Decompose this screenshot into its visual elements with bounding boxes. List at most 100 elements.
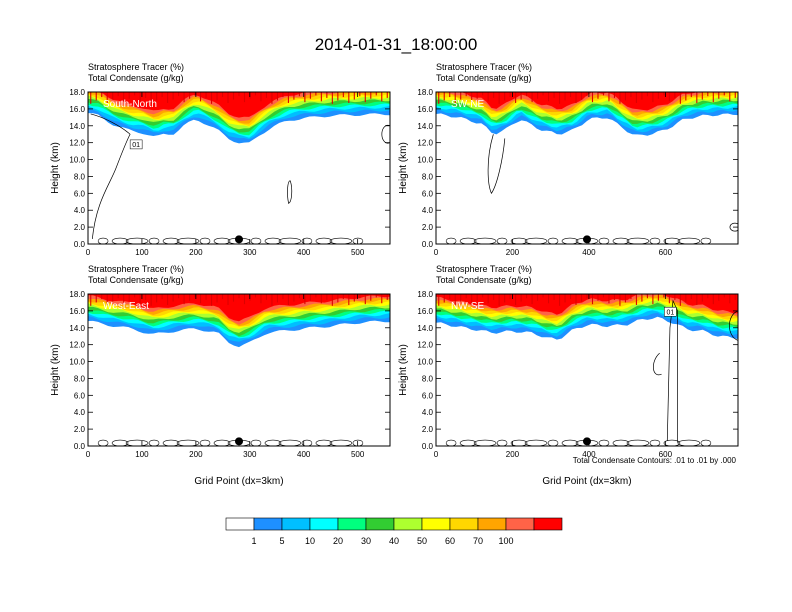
colorbar: 1 5 10 20 30 40 50 60 70 100 [225, 517, 563, 546]
y-tick-label: 14.0 [417, 122, 433, 131]
y-axis-label: Height (km) [50, 142, 61, 194]
y-tick-label: 16.0 [69, 307, 85, 316]
tracer-spikes [90, 92, 388, 104]
condensate-contour [287, 180, 293, 204]
x-tick-label: 100 [135, 248, 149, 257]
ground-contour [125, 237, 149, 244]
y-tick-label: 10.0 [69, 358, 85, 367]
colorbar-label: 60 [445, 536, 455, 546]
figure-title: 2014-01-31_18:00:00 [315, 35, 478, 54]
colorbar-swatch [309, 517, 339, 531]
ground-contour [677, 439, 701, 446]
ground-contour [329, 237, 353, 244]
colorbar-swatch [477, 517, 507, 531]
ground-contour [213, 237, 231, 244]
tracer-band-11 [88, 92, 390, 118]
x-tick-label: 500 [351, 248, 365, 257]
ground-contour [148, 237, 160, 244]
ground-contour [547, 439, 559, 446]
colorbar-label: 70 [473, 536, 483, 546]
ground-contour [677, 237, 701, 244]
y-axis-label: Height (km) [398, 142, 409, 194]
ground-contour [199, 237, 211, 244]
location-marker [235, 235, 243, 244]
ground-contour [176, 237, 200, 244]
colorbar-swatch [337, 517, 367, 531]
y-tick-label: 14.0 [69, 324, 85, 333]
colorbar-label: 40 [389, 536, 399, 546]
cross-section-label: West-East [103, 301, 149, 312]
y-tick-label: 16.0 [417, 307, 433, 316]
condensate-contour [381, 124, 390, 144]
x-tick-label: 400 [297, 248, 311, 257]
x-tick-label: 200 [189, 248, 203, 257]
ground-contour [663, 237, 681, 244]
location-marker [583, 437, 591, 446]
ground-contour [111, 439, 129, 446]
tracer-band-11 [436, 92, 738, 111]
ground-contour [264, 237, 282, 244]
cross-section-label: SW-NE [451, 99, 484, 110]
x-tick-label: 600 [659, 248, 673, 257]
colorbar-label: 20 [333, 536, 343, 546]
ground-contour [649, 439, 661, 446]
ground-contour [445, 439, 457, 446]
ground-contour [162, 237, 180, 244]
ground-contour [473, 237, 497, 244]
ground-contour [524, 237, 548, 244]
condensate-contours [487, 134, 738, 232]
ground-contour [352, 237, 364, 244]
x-tick-label: 0 [86, 450, 91, 459]
ground-contour [278, 237, 302, 244]
plot-frame [87, 293, 391, 447]
y-tick-label: 2.0 [422, 425, 434, 434]
y-tick-label: 0.0 [74, 442, 86, 451]
ground-contour [315, 439, 333, 446]
ground-contour [561, 439, 579, 446]
ground-contour [700, 237, 712, 244]
y-tick-label: 18.0 [69, 290, 85, 299]
y-tick-label: 4.0 [74, 206, 86, 215]
contour-label-box [664, 307, 677, 317]
ground-contour [547, 237, 559, 244]
tracer-field [88, 92, 390, 244]
x-axis-label: Grid Point (dx=3km) [542, 476, 631, 487]
x-tick-label: 200 [506, 450, 520, 459]
y-tick-label: 18.0 [417, 290, 433, 299]
plot-frame [435, 293, 739, 447]
y-tick-label: 6.0 [422, 391, 434, 400]
contour-label: 01 [666, 309, 674, 316]
y-tick-label: 2.0 [422, 223, 434, 232]
condensate-contour [90, 113, 131, 239]
ground-contour [459, 237, 477, 244]
x-tick-label: 500 [351, 450, 365, 459]
y-tick-label: 8.0 [74, 374, 86, 383]
ground-contour [264, 439, 282, 446]
ground-contours [445, 237, 712, 244]
y-tick-label: 18.0 [417, 88, 433, 97]
ground-contour [352, 439, 364, 446]
x-tick-label: 0 [86, 248, 91, 257]
condensate-contour [666, 299, 678, 443]
panel-title-line: Total Condensate (g/kg) [88, 73, 184, 83]
condensate-contours [90, 113, 390, 239]
ground-contour [459, 439, 477, 446]
x-tick-label: 300 [243, 248, 257, 257]
condensate-contour [729, 222, 738, 232]
colorbar-swatch [393, 517, 423, 531]
y-tick-label: 0.0 [74, 240, 86, 249]
condensate-contour [487, 134, 506, 195]
y-tick-label: 0.0 [422, 442, 434, 451]
ground-contour [445, 237, 457, 244]
panel-title-line: Total Condensate (g/kg) [436, 73, 532, 83]
y-tick-label: 8.0 [74, 172, 86, 181]
colorbar-swatch [533, 517, 563, 531]
ground-contour [524, 439, 548, 446]
y-tick-label: 16.0 [69, 105, 85, 114]
x-tick-label: 200 [189, 450, 203, 459]
contour-label-box [129, 139, 143, 150]
ground-contours [97, 439, 364, 446]
ground-contour [612, 439, 630, 446]
plot-frame [435, 91, 739, 245]
y-tick-label: 18.0 [69, 88, 85, 97]
